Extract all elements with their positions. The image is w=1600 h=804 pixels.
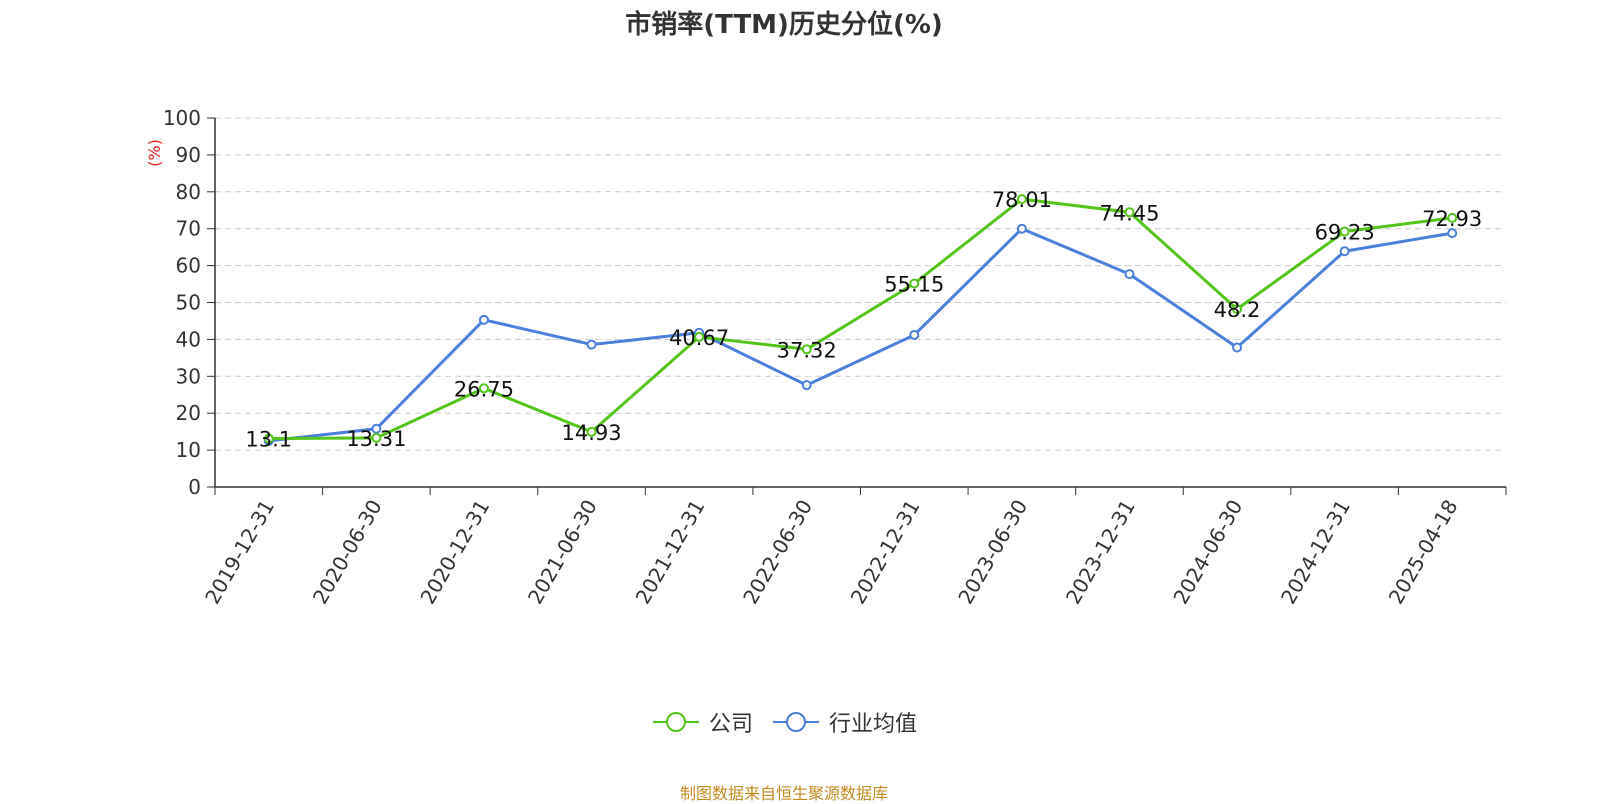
company-data-point (801, 344, 812, 355)
x-tick-label: 2023-12-31 (1061, 496, 1140, 609)
company-data-label: 13.1 (245, 428, 292, 452)
x-tick-label: 2021-12-31 (631, 496, 710, 609)
x-tick-label: 2020-12-31 (415, 496, 494, 609)
industry-data-point (1232, 342, 1243, 353)
y-tick-label: 20 (176, 401, 201, 425)
company-series-line (268, 197, 1453, 441)
company-data-point (263, 433, 274, 444)
y-tick-label: 70 (176, 217, 201, 241)
company-data-label: 13.31 (346, 427, 406, 451)
legend-item-industry[interactable]: 行业均值 (771, 706, 917, 738)
y-tick-label: 10 (176, 438, 201, 462)
industry-data-point (909, 329, 920, 340)
company-data-label: 40.67 (669, 326, 729, 350)
source-note: 制图数据来自恒生聚源数据库 (679, 784, 888, 803)
x-tick-label: 2019-12-31 (200, 496, 279, 609)
y-tick-label: 30 (176, 364, 201, 388)
industry-data-point (1124, 269, 1135, 280)
legend-industry-icon (773, 712, 819, 732)
industry-data-point (1447, 228, 1458, 239)
company-data-point (1339, 226, 1350, 237)
y-tick-label: 60 (176, 254, 201, 278)
company-data-point (909, 278, 920, 289)
company-data-point (586, 426, 597, 437)
industry-data-point (1016, 223, 1027, 234)
company-data-point (478, 383, 489, 394)
y-tick-label: 90 (176, 143, 201, 167)
industry-data-point (478, 314, 489, 325)
x-tick-label: 2024-12-31 (1276, 496, 1355, 609)
company-data-point (371, 432, 382, 443)
legend: 公司 行业均值 (0, 706, 1568, 738)
industry-data-point (801, 380, 812, 391)
legend-industry-label: 行业均值 (829, 712, 918, 737)
x-tick-label: 2020-06-30 (308, 496, 387, 609)
industry-data-point (371, 423, 382, 434)
company-data-label: 74.45 (1099, 201, 1159, 225)
x-tick-label: 2025-04-18 (1384, 496, 1463, 609)
x-tick-label: 2024-06-30 (1168, 496, 1247, 609)
company-data-point (1232, 304, 1243, 315)
y-tick-label: 50 (176, 291, 201, 315)
company-data-label: 72.93 (1422, 207, 1482, 231)
x-tick-label: 2022-06-30 (738, 496, 817, 609)
y-tick-label: 80 (176, 180, 201, 204)
legend-company-label: 公司 (708, 712, 753, 737)
company-data-point (694, 331, 705, 342)
company-data-label: 55.15 (884, 272, 944, 296)
industry-data-point (586, 339, 597, 350)
company-data-point (1124, 207, 1135, 218)
company-data-label: 69.23 (1315, 221, 1375, 245)
industry-series-line (268, 227, 1453, 443)
company-data-label: 37.32 (777, 338, 837, 362)
company-data-label: 26.75 (454, 377, 514, 401)
y-tick-label: 0 (188, 475, 201, 499)
industry-data-point (1339, 246, 1350, 257)
legend-company-icon (652, 712, 699, 732)
line-chart: 0 10 20 30 40 50 60 70 80 90 100 (%) 2019-12-31 2020-… (145, 106, 1507, 609)
x-tick-label: 2022-12-31 (846, 496, 925, 609)
company-data-label: 78.01 (992, 188, 1052, 212)
y-axis-label: (%) (145, 139, 164, 167)
y-tick-label: 100 (163, 106, 201, 130)
legend-item-company[interactable]: 公司 (651, 706, 753, 738)
company-data-point (1016, 194, 1027, 205)
company-data-label: 48.2 (1214, 298, 1261, 322)
company-data-label: 14.93 (561, 421, 621, 445)
chart-title: 市销率(TTM)历史分位(%) (625, 10, 943, 40)
company-data-point (1447, 212, 1458, 223)
x-tick-label: 2023-06-30 (953, 496, 1032, 609)
x-tick-label: 2021-06-30 (523, 496, 602, 609)
y-tick-label: 40 (176, 327, 201, 351)
